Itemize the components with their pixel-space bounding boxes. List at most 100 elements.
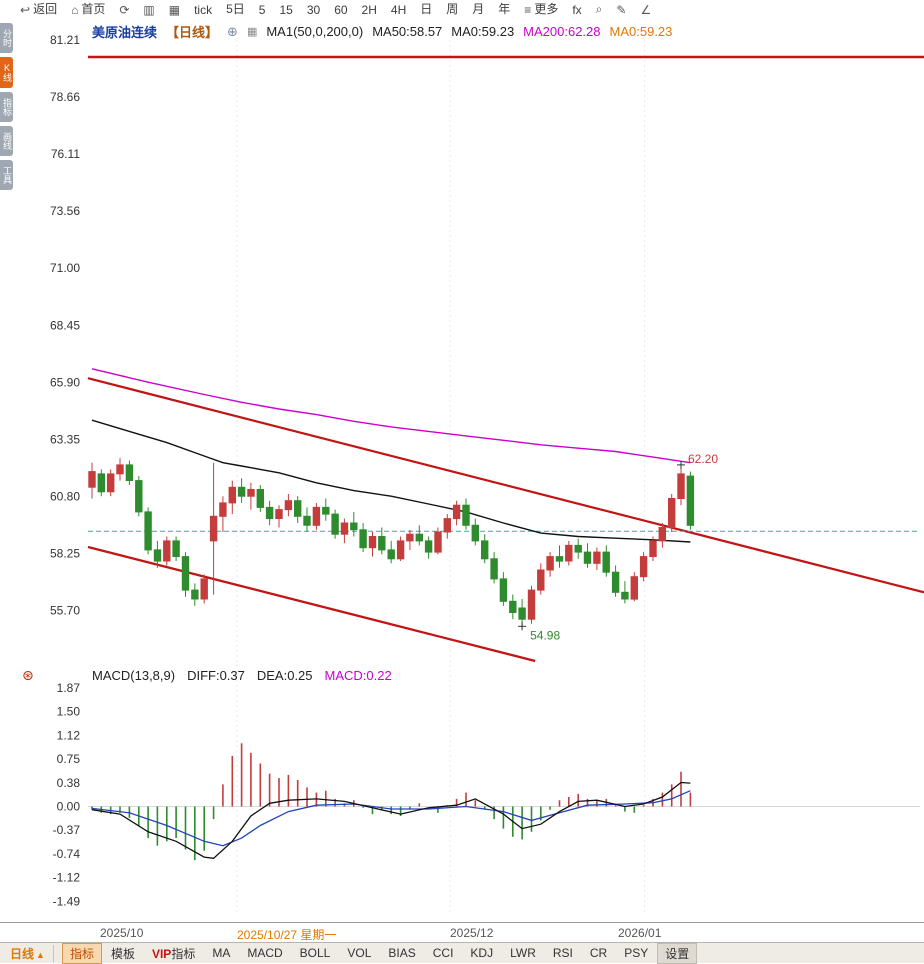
ma-settings-icon[interactable]: ▦ xyxy=(246,26,258,38)
home-icon: ⌂ xyxy=(71,3,79,17)
period-60min-button[interactable]: 60 xyxy=(334,3,347,17)
indicator-tab-label: 指标 xyxy=(171,946,196,961)
period-day-button[interactable]: 日 xyxy=(420,0,432,17)
tick-button[interactable]: tick xyxy=(194,3,212,17)
search-button[interactable]: ⌕ xyxy=(596,2,603,17)
vip-badge: VIP xyxy=(151,946,172,961)
side-tab-indicator[interactable]: 指标 xyxy=(0,92,13,122)
svg-text:58.25: 58.25 xyxy=(50,546,80,560)
svg-text:55.70: 55.70 xyxy=(50,604,80,618)
time-axis: 2025/10 2025/10/27 星期一 2025/12 2026/01 xyxy=(0,922,924,943)
ma0-value-2: MA0:59.23 xyxy=(609,24,673,39)
macd-title-row: MACD(13,8,9) DIFF:0.37 DEA:0.25 MACD:0.2… xyxy=(92,668,392,683)
period-2h-button-label: 2H xyxy=(361,3,377,17)
period-2h-button[interactable]: 2H xyxy=(362,3,377,17)
side-tab-time-chart[interactable]: 分时 xyxy=(0,23,13,53)
ma50-value: MA50:58.57 xyxy=(372,24,443,39)
trend-channel-upper-line[interactable] xyxy=(87,377,924,594)
home-button[interactable]: ⌂ 首页 xyxy=(71,0,105,17)
axis-date-selected: 2025/10/27 星期一 xyxy=(237,928,337,942)
period-15min-button[interactable]: 15 xyxy=(279,3,292,17)
svg-text:0.00: 0.00 xyxy=(57,800,81,814)
fx-button[interactable]: fx xyxy=(572,3,581,17)
ma-group-label: MA1(50,0,200,0) xyxy=(266,24,364,39)
period-year-button[interactable]: 年 xyxy=(498,0,510,17)
macd-name: MACD(13,8,9) xyxy=(92,668,176,683)
indicator-tab-vol[interactable]: VOL xyxy=(347,946,372,960)
axis-date: 2025/10 xyxy=(100,926,144,940)
side-tab-tools[interactable]: 工具 xyxy=(0,160,13,190)
left-tab-strip: 分时 K线指标画线工具 xyxy=(0,23,15,190)
side-tab-kline-chart[interactable]: K线 xyxy=(0,57,13,88)
back-icon: ↩ xyxy=(20,3,31,17)
macd-value: MACD:0.22 xyxy=(324,668,392,683)
indicator-tab-kdj[interactable]: KDJ xyxy=(470,946,494,960)
fx-button-label: fx xyxy=(572,3,582,17)
indicator-tab-rsi[interactable]: RSI xyxy=(552,946,573,960)
period-30min-button[interactable]: 30 xyxy=(307,3,320,17)
indicator-tab-vip-indicator[interactable]: VIP指标 xyxy=(144,943,203,964)
indicator-tab-settings[interactable]: 设置 xyxy=(657,942,698,964)
candlestick-chart-button[interactable]: ▦ xyxy=(169,3,180,17)
indicator-tab-psy[interactable]: PSY xyxy=(624,946,649,960)
home-button-label: 首页 xyxy=(81,2,106,16)
indicator-tab-cci[interactable]: CCI xyxy=(432,946,454,960)
svg-text:-1.49: -1.49 xyxy=(53,894,81,908)
chevron-up-icon: ▲ xyxy=(36,949,45,960)
candlestick-icon: ▦ xyxy=(168,3,181,17)
period-5day-button-label: 5日 xyxy=(226,2,245,16)
axis-labels: 81.21 78.66 76.11 73.56 71.00 68.45 65.90 63.35… xyxy=(50,33,80,908)
current-period-label: 日线 xyxy=(10,946,35,961)
svg-text:-0.37: -0.37 xyxy=(53,823,81,837)
pencil-icon: ✎ xyxy=(616,3,627,17)
side-tab-draw[interactable]: 画线 xyxy=(0,126,13,156)
indicator-tab-cr[interactable]: CR xyxy=(589,946,608,960)
indicator-tab-bias[interactable]: BIAS xyxy=(388,946,416,960)
refresh-icon: ⟳ xyxy=(119,3,130,17)
svg-text:71.00: 71.00 xyxy=(50,261,80,275)
svg-text:63.35: 63.35 xyxy=(50,432,80,446)
indicator-tab-group: 指标 模板 VIP指标 MA MACD BOLL VOL BIAS CCI KDJ LWR RSI CR… xyxy=(61,942,698,964)
symbol-name: 美原油连续 xyxy=(92,25,158,40)
indicator-tab-boll[interactable]: BOLL xyxy=(299,946,331,960)
ma0-value: MA0:59.23 xyxy=(451,24,515,39)
svg-text:-1.12: -1.12 xyxy=(53,871,81,885)
trend-channel-lower-line[interactable] xyxy=(87,545,536,663)
add-indicator-icon[interactable]: ⊕ xyxy=(227,23,238,39)
period-4h-button-label: 4H xyxy=(390,3,407,17)
column-chart-button[interactable]: ▥ xyxy=(143,3,154,17)
period-week-button-label: 周 xyxy=(446,2,459,16)
svg-text:1.50: 1.50 xyxy=(57,705,81,719)
indicator-tab-indicator[interactable]: 指标 xyxy=(61,942,102,964)
svg-text:60.80: 60.80 xyxy=(50,489,80,503)
svg-text:65.90: 65.90 xyxy=(50,375,80,389)
period-5min-button[interactable]: 5 xyxy=(259,3,266,17)
svg-text:0.75: 0.75 xyxy=(57,752,81,766)
high-price-annotation: 62.20 xyxy=(688,452,718,466)
indicator-settings-icon[interactable]: ⊛ xyxy=(22,667,34,683)
svg-text:78.66: 78.66 xyxy=(50,90,80,104)
back-button[interactable]: ↩ 返回 xyxy=(20,0,57,17)
period-week-button[interactable]: 周 xyxy=(446,0,458,17)
indicator-tab-lwr[interactable]: LWR xyxy=(510,946,536,960)
top-toolbar: ↩ 返回 ⌂ 首页 ⟳ ▥ ▦ tick 5日 5 15 30 60 2H 4H 日周月年 ≡ 更多 fx ⌕ ✎ ∠ xyxy=(0,0,924,18)
indicator-tab-template[interactable]: 模板 xyxy=(110,946,135,961)
measure-button[interactable]: ∠ xyxy=(640,3,651,17)
current-period-button[interactable]: 日线 ▲ xyxy=(10,944,54,962)
diff-value: DIFF:0.37 xyxy=(187,668,245,683)
diff-line xyxy=(91,781,691,859)
draw-button[interactable]: ✎ xyxy=(616,3,626,17)
period-4h-button[interactable]: 4H xyxy=(391,3,406,17)
period-month-button[interactable]: 月 xyxy=(472,0,484,17)
period-5day-button[interactable]: 5日 xyxy=(226,0,245,17)
more-button[interactable]: ≡ 更多 xyxy=(524,0,558,17)
dea-value: DEA:0.25 xyxy=(256,668,313,683)
candlestick-layer[interactable] xyxy=(88,458,695,627)
menu-icon: ≡ xyxy=(524,3,532,17)
period-60min-button-label: 60 xyxy=(334,3,348,17)
indicator-tab-ma[interactable]: MA xyxy=(212,946,231,960)
refresh-button[interactable]: ⟳ xyxy=(119,3,129,17)
indicator-tab-macd[interactable]: MACD xyxy=(247,946,283,960)
svg-text:73.56: 73.56 xyxy=(50,204,80,218)
